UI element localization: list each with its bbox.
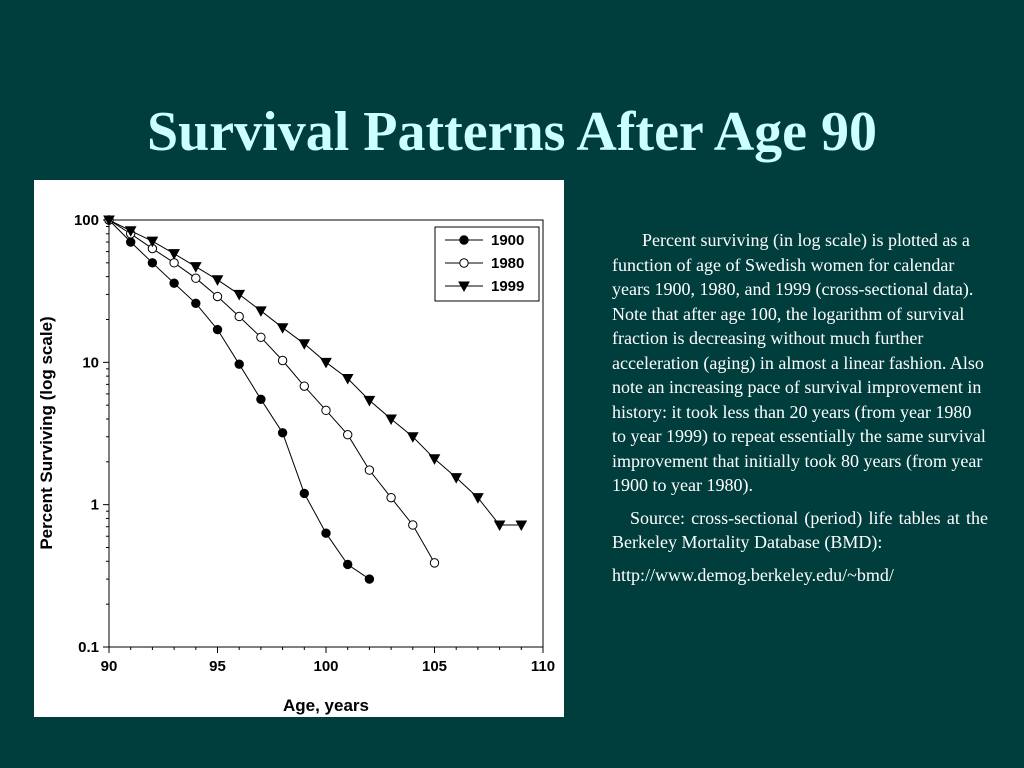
- data-point-1999: [320, 357, 332, 369]
- legend-label-1999: 1999: [491, 278, 524, 295]
- data-point-1999: [493, 520, 506, 532]
- data-point-1980: [234, 311, 244, 322]
- y-axis-label: Percent Surviving (log scale): [37, 316, 56, 549]
- data-point-1900: [277, 428, 288, 438]
- data-point-1980: [386, 492, 396, 503]
- data-point-1900: [256, 394, 266, 404]
- series-1999: [103, 215, 528, 532]
- slide-title: Survival Patterns After Age 90: [147, 101, 877, 163]
- data-point-1980: [408, 520, 418, 530]
- data-point-1999: [146, 236, 159, 248]
- source-url: http://www.demog.berkeley.edu/~bmd/: [612, 564, 894, 585]
- data-point-1999: [515, 520, 528, 532]
- data-point-1999: [450, 473, 463, 484]
- data-point-1900: [364, 574, 375, 584]
- y-tick-label: 100: [74, 212, 99, 229]
- data-point-1999: [168, 249, 180, 260]
- x-axis-label: Age, years: [283, 696, 369, 715]
- data-point-1999: [103, 215, 115, 227]
- data-point-1900: [234, 359, 244, 369]
- data-point-1900: [299, 488, 309, 499]
- data-point-1980: [277, 355, 288, 366]
- description-panel: Percent surviving (in log scale) is plot…: [612, 228, 988, 587]
- y-tick-label: 0.1: [78, 639, 99, 656]
- legend-box: [434, 226, 540, 302]
- data-point-1900: [147, 258, 158, 268]
- data-point-1999: [211, 275, 224, 286]
- series-line-1980: [108, 219, 435, 564]
- data-point-1999: [428, 454, 441, 465]
- data-point-1999: [276, 323, 289, 334]
- data-point-1999: [363, 395, 376, 407]
- chart-panel: 90 95 100 105 110 0.1 1 10 100 1900 1980 1999 Age,…: [34, 180, 564, 717]
- legend-marker-1900: [459, 235, 469, 245]
- y-tick-label: 1: [91, 497, 99, 514]
- data-point-1980: [212, 291, 223, 302]
- data-point-1980: [299, 381, 309, 391]
- x-tick-label: 105: [422, 658, 447, 675]
- data-point-1900: [191, 298, 201, 308]
- data-point-1999: [298, 339, 311, 350]
- data-point-1999: [385, 414, 397, 426]
- x-tick-label: 95: [209, 658, 226, 675]
- series-1980: [104, 215, 440, 568]
- data-point-1900: [212, 324, 223, 335]
- data-point-1980: [169, 258, 179, 268]
- legend-marker-1980: [459, 258, 469, 268]
- data-point-1980: [343, 430, 353, 440]
- source-paragraph: Source: cross-sectional (period) life ta…: [612, 507, 988, 553]
- series-line-1900: [108, 219, 370, 580]
- y-tick-label: 10: [82, 354, 99, 371]
- data-point-1980: [364, 465, 375, 475]
- data-point-1999: [189, 262, 202, 273]
- data-point-1900: [169, 278, 179, 288]
- data-point-1900: [126, 237, 136, 247]
- data-point-1980: [191, 273, 201, 283]
- data-point-1999: [124, 226, 137, 237]
- data-point-1980: [321, 405, 331, 416]
- data-point-1980: [256, 332, 266, 342]
- x-tick-label: 100: [313, 658, 338, 675]
- data-point-1999: [255, 306, 267, 317]
- data-point-1900: [321, 528, 331, 538]
- series-1900: [104, 215, 375, 584]
- x-tick-label: 110: [531, 658, 555, 675]
- legend-label-1900: 1900: [491, 232, 524, 249]
- data-point-1999: [233, 289, 246, 301]
- data-point-1999: [406, 432, 419, 443]
- x-tick-label: 90: [101, 658, 118, 675]
- legend-marker-1999: [458, 281, 470, 293]
- description-paragraph: Percent surviving (in log scale) is plot…: [612, 230, 986, 495]
- legend-label-1980: 1980: [491, 255, 524, 272]
- data-point-1980: [429, 558, 440, 568]
- data-point-1999: [341, 373, 354, 385]
- data-point-1999: [472, 493, 484, 504]
- data-point-1900: [343, 559, 353, 570]
